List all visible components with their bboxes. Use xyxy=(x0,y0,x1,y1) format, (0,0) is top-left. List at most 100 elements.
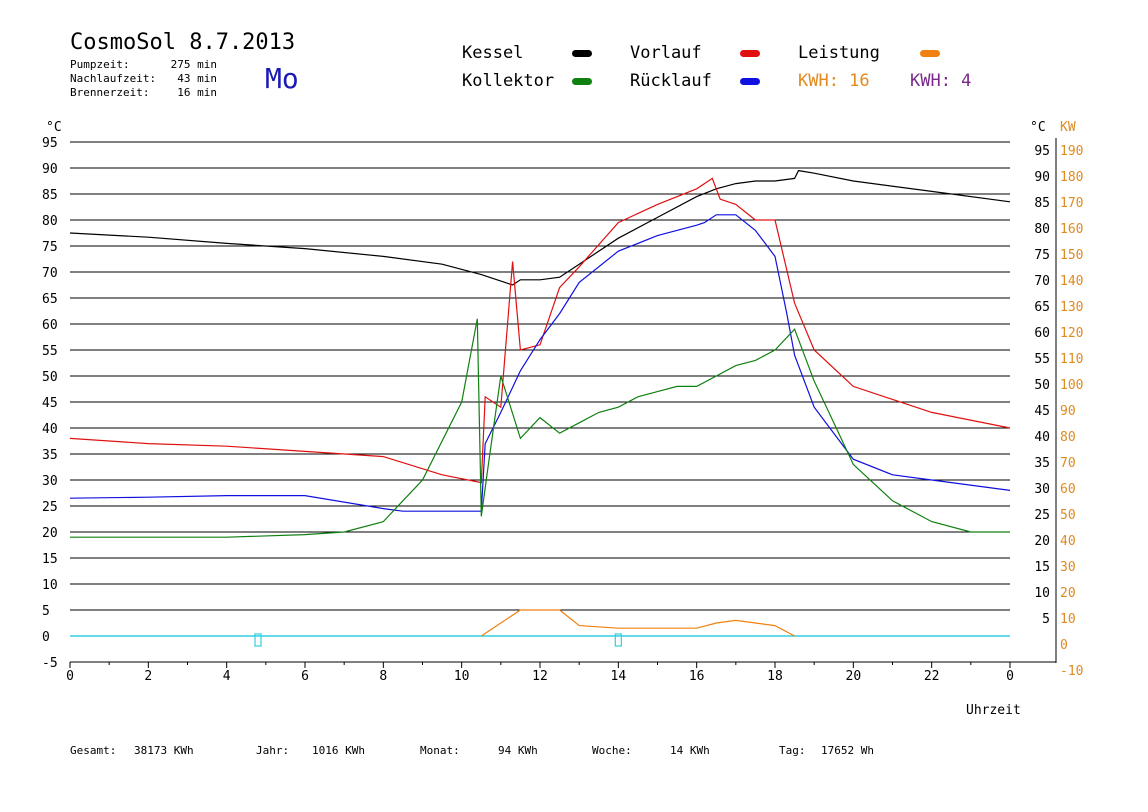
y-tick-right-c-label: 80 xyxy=(1034,222,1050,237)
y-tick-right-c-label: 90 xyxy=(1034,170,1050,185)
y-tick-left-label: 15 xyxy=(42,552,58,567)
chart-title: CosmoSol 8.7.2013 xyxy=(70,30,296,55)
y-tick-right-c-label: 75 xyxy=(1034,248,1050,263)
y-tick-left-label: 30 xyxy=(42,474,58,489)
x-axis-label: Uhrzeit xyxy=(966,703,1021,718)
legend-leistung-label: Leistung xyxy=(798,43,880,63)
y-tick-left-label: 70 xyxy=(42,266,58,281)
y-tick-left-label: 75 xyxy=(42,240,58,255)
y-tick-right-c-label: 55 xyxy=(1034,352,1050,367)
y-tick-left-label: 0 xyxy=(42,630,50,645)
y-tick-right-c-label: 20 xyxy=(1034,534,1050,549)
y-axis-unit-left: °C xyxy=(46,120,62,135)
y-tick-right-c-label: 30 xyxy=(1034,482,1050,497)
y-tick-left-label: -5 xyxy=(42,656,58,671)
x-tick-label: 10 xyxy=(454,669,470,684)
y-tick-right-c-label: 95 xyxy=(1034,144,1050,159)
legend-kessel-swatch xyxy=(572,50,592,57)
y-tick-left-label: 25 xyxy=(42,500,58,515)
y-tick-right-c-label: 65 xyxy=(1034,300,1050,315)
x-tick-label: 6 xyxy=(301,669,309,684)
footer-jahr-value: 1016 KWh xyxy=(312,744,365,757)
footer-gesamt-label: Gesamt: xyxy=(70,744,117,757)
baseline-marker xyxy=(614,633,622,647)
y-tick-right-c-label: 50 xyxy=(1034,378,1050,393)
y-tick-right-c-label: 60 xyxy=(1034,326,1050,341)
y-axis-unit-right-c: °C xyxy=(1030,120,1046,135)
y-tick-right-kw-label: 60 xyxy=(1060,482,1076,497)
series-line-leistung xyxy=(480,609,795,637)
footer-monat-label: Monat: xyxy=(420,744,460,757)
legend-kollektor-swatch xyxy=(572,78,592,85)
y-tick-left-label: 65 xyxy=(42,292,58,307)
footer-tag-label: Tag: xyxy=(779,744,806,757)
x-tick-label: 2 xyxy=(144,669,152,684)
y-tick-right-kw-label: 190 xyxy=(1060,144,1083,159)
series-line-kessel xyxy=(69,169,1011,286)
stat-pumpzeit-value: 275 min xyxy=(170,58,217,71)
x-tick-label: 0 xyxy=(66,669,74,684)
baseline-marker xyxy=(254,633,262,647)
y-tick-left-label: 20 xyxy=(42,526,58,541)
x-tick-label: 22 xyxy=(924,669,940,684)
y-tick-right-kw-label: 160 xyxy=(1060,222,1083,237)
y-tick-right-kw-label: 180 xyxy=(1060,170,1083,185)
y-tick-left-label: 95 xyxy=(42,136,58,151)
y-tick-left-label: 55 xyxy=(42,344,58,359)
y-tick-right-kw-label: 50 xyxy=(1060,508,1076,523)
y-tick-left-label: 35 xyxy=(42,448,58,463)
series-line-vorlauf xyxy=(69,177,1011,484)
footer-monat-value: 94 KWh xyxy=(498,744,538,757)
y-tick-right-c-label: 45 xyxy=(1034,404,1050,419)
y-tick-right-c-label: 35 xyxy=(1034,456,1050,471)
x-tick-label: 0 xyxy=(1006,669,1014,684)
y-tick-right-kw-label: 170 xyxy=(1060,196,1083,211)
y-tick-right-kw-label: -10 xyxy=(1060,664,1083,679)
stat-nachlaufzeit-value: 43 min xyxy=(177,72,217,85)
stat-brennerzeit-label: Brennerzeit: xyxy=(70,86,150,99)
y-tick-right-kw-label: 30 xyxy=(1060,560,1076,575)
legend-vorlauf-label: Vorlauf xyxy=(630,43,702,63)
y-tick-right-kw-label: 130 xyxy=(1060,300,1083,315)
legend-kwh-4: KWH: 4 xyxy=(910,71,972,91)
y-axis-unit-right-kw: KW xyxy=(1060,120,1076,135)
y-tick-right-c-label: 15 xyxy=(1034,560,1050,575)
y-tick-right-kw-label: 0 xyxy=(1060,638,1068,653)
series-line-rcklauf xyxy=(69,214,1011,512)
x-tick-label: 12 xyxy=(532,669,548,684)
y-tick-left-label: 90 xyxy=(42,162,58,177)
stat-pumpzeit-label: Pumpzeit: xyxy=(70,58,130,71)
y-tick-left-label: 45 xyxy=(42,396,58,411)
y-tick-right-c-label: 10 xyxy=(1034,586,1050,601)
y-tick-right-kw-label: 120 xyxy=(1060,326,1083,341)
y-tick-right-kw-label: 90 xyxy=(1060,404,1076,419)
y-tick-left-label: 40 xyxy=(42,422,58,437)
y-tick-right-kw-label: 140 xyxy=(1060,274,1083,289)
footer-gesamt-value: 38173 KWh xyxy=(134,744,194,757)
y-tick-left-label: 60 xyxy=(42,318,58,333)
y-tick-right-c-label: 5 xyxy=(1042,612,1050,627)
x-tick-label: 8 xyxy=(379,669,387,684)
y-tick-right-kw-label: 20 xyxy=(1060,586,1076,601)
footer-tag-value: 17652 Wh xyxy=(821,744,874,757)
stat-nachlaufzeit-label: Nachlaufzeit: xyxy=(70,72,157,85)
x-tick-label: 4 xyxy=(223,669,231,684)
y-tick-left-label: 5 xyxy=(42,604,50,619)
y-tick-right-kw-label: 40 xyxy=(1060,534,1076,549)
footer-woche-value: 14 KWh xyxy=(670,744,710,757)
y-tick-right-kw-label: 10 xyxy=(1060,612,1076,627)
legend-kessel-label: Kessel xyxy=(462,43,524,63)
legend-kollektor-label: Kollektor xyxy=(462,71,555,91)
legend-ruecklauf-swatch xyxy=(740,78,760,85)
y-tick-right-c-label: 40 xyxy=(1034,430,1050,445)
y-tick-left-label: 80 xyxy=(42,214,58,229)
y-tick-left-label: 85 xyxy=(42,188,58,203)
footer-woche-label: Woche: xyxy=(592,744,632,757)
legend-vorlauf-swatch xyxy=(740,50,760,57)
y-tick-left-label: 50 xyxy=(42,370,58,385)
weekday-label: Mo xyxy=(265,62,299,95)
y-tick-right-kw-label: 70 xyxy=(1060,456,1076,471)
series-line-kollektor xyxy=(70,318,1010,538)
x-tick-label: 18 xyxy=(767,669,783,684)
